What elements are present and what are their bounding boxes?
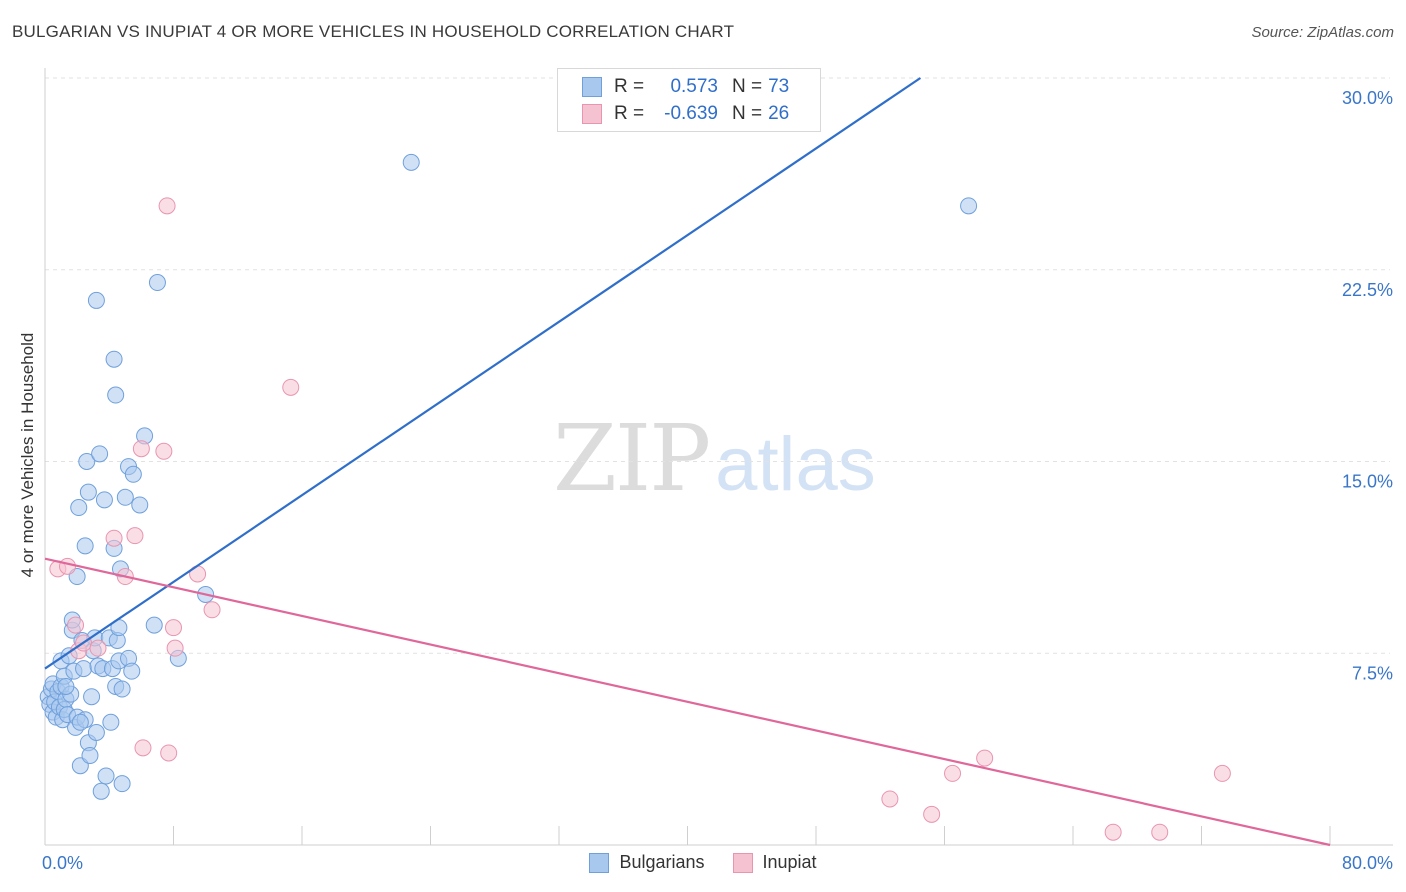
point-inupiat (1151, 823, 1169, 841)
point-bulgarians (131, 496, 149, 514)
legend-n-value: 26 (768, 103, 790, 124)
legend-swatch-blue (582, 77, 602, 97)
y-tick-label: 7.5% (1352, 663, 1393, 683)
trend-lines (44, 77, 1331, 847)
point-inupiat (155, 442, 173, 460)
trend-line-inupiat (44, 557, 1331, 847)
y-tick-label: 22.5% (1342, 280, 1393, 300)
axes (44, 68, 1393, 846)
point-bulgarians (102, 713, 120, 731)
legend-swatch-bulgarians (589, 852, 610, 873)
trend-line-bulgarians (44, 77, 922, 670)
point-bulgarians (105, 350, 123, 368)
point-inupiat (166, 639, 184, 657)
watermark: ZIPatlas (553, 405, 876, 512)
point-inupiat (165, 619, 182, 637)
point-inupiat (58, 557, 76, 575)
point-bulgarians (107, 386, 125, 404)
legend-r-value: -0.639 (664, 103, 718, 124)
point-bulgarians (83, 688, 101, 706)
point-inupiat (67, 616, 85, 634)
x-tick-label: 80.0% (1342, 853, 1393, 873)
legend-r-label: R = (614, 103, 645, 124)
point-bulgarians (402, 153, 420, 171)
point-bulgarians (87, 724, 105, 742)
y-tick-label: 30.0% (1342, 88, 1393, 108)
point-bulgarians (145, 616, 163, 634)
point-inupiat (132, 440, 150, 458)
point-bulgarians (76, 537, 94, 555)
grid-lines (45, 77, 1390, 654)
point-bulgarians (57, 677, 75, 695)
point-bulgarians (124, 465, 142, 483)
point-bulgarians (960, 197, 978, 215)
watermark-zip: ZIP (553, 405, 711, 512)
point-bulgarians (148, 274, 166, 292)
point-bulgarians (95, 491, 113, 509)
legend-swatch-inupiat (732, 852, 753, 873)
legend-row-inupiat: R = -0.639 N = 26 (582, 102, 789, 126)
point-inupiat (160, 744, 178, 762)
point-bulgarians (116, 488, 134, 506)
source-credit: Source: ZipAtlas.com (1251, 24, 1394, 41)
point-inupiat (976, 749, 994, 767)
point-bulgarians (113, 680, 131, 698)
point-inupiat (881, 790, 899, 808)
legend-label-inupiat: Inupiat (762, 852, 817, 872)
point-inupiat (105, 529, 123, 547)
tick-labels: 7.5% 15.0% 22.5% 30.0% 0.0% 80.0% (42, 88, 1393, 873)
correlation-legend: R = 0.573 N = 73 R = -0.639 N = 26 (557, 68, 821, 132)
point-bulgarians (87, 291, 105, 309)
point-inupiat (158, 197, 176, 215)
series-inupiat (49, 197, 1231, 841)
legend-item-inupiat: Inupiat (732, 852, 817, 873)
legend-r-label: R = (614, 76, 645, 97)
point-inupiat (944, 764, 962, 782)
point-inupiat (1213, 764, 1231, 782)
point-bulgarians (91, 445, 109, 463)
point-inupiat (203, 601, 221, 619)
point-bulgarians (70, 499, 88, 517)
point-bulgarians (79, 483, 97, 501)
watermark-atlas: atlas (715, 422, 876, 507)
point-bulgarians (97, 767, 115, 785)
legend-item-bulgarians: Bulgarians (589, 852, 705, 873)
legend-n-value: 73 (768, 76, 790, 97)
legend-label-bulgarians: Bulgarians (619, 852, 705, 872)
legend-n-label: N = (732, 103, 763, 124)
point-bulgarians (71, 713, 89, 731)
point-bulgarians (81, 747, 99, 765)
point-inupiat (134, 739, 152, 757)
y-tick-label: 15.0% (1342, 472, 1393, 492)
point-inupiat (282, 378, 300, 396)
series-legend: Bulgarians Inupiat (0, 852, 1406, 873)
point-bulgarians (78, 453, 96, 470)
legend-swatch-pink (582, 104, 602, 124)
point-bulgarians (92, 782, 110, 800)
legend-row-bulgarians: R = 0.573 N = 73 (582, 75, 789, 99)
x-tick-label: 0.0% (42, 853, 83, 873)
point-inupiat (923, 805, 941, 823)
point-inupiat (89, 639, 107, 657)
point-bulgarians (123, 662, 141, 680)
legend-r-value: 0.573 (670, 76, 718, 97)
point-bulgarians (113, 775, 131, 793)
chart-title: BULGARIAN VS INUPIAT 4 OR MORE VEHICLES … (12, 22, 735, 41)
point-inupiat (126, 527, 144, 545)
point-bulgarians (75, 660, 93, 678)
point-inupiat (1104, 823, 1122, 841)
series-bulgarians (39, 153, 978, 800)
legend-n-label: N = (732, 76, 763, 97)
